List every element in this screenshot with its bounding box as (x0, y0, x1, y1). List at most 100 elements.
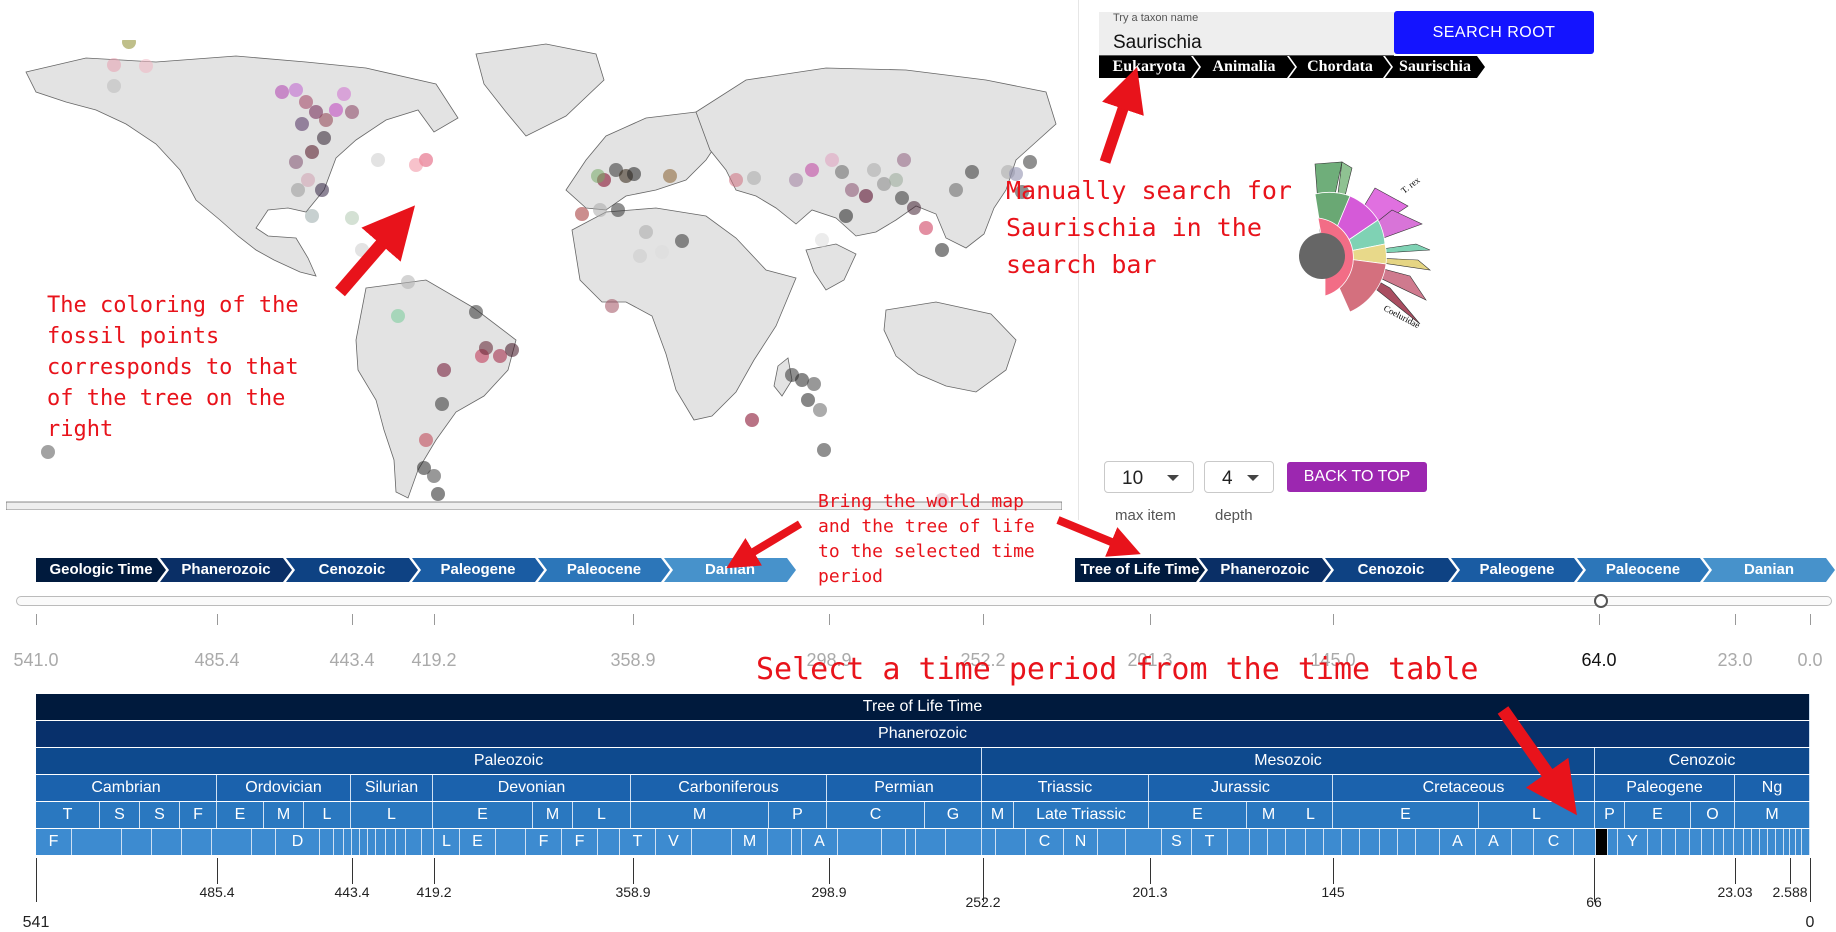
timescale-age-cell[interactable] (1648, 829, 1662, 855)
timescale-epoch-cell[interactable]: E (1149, 802, 1247, 828)
timescale-age-cell[interactable] (1790, 829, 1796, 855)
fossil-point[interactable] (401, 275, 415, 289)
timescale-age-cell[interactable] (1268, 829, 1286, 855)
timescale-age-cell[interactable] (1714, 829, 1724, 855)
timescale-age-cell[interactable] (946, 829, 982, 855)
time-slider-track[interactable] (16, 596, 1832, 606)
fossil-point[interactable] (139, 59, 153, 73)
timescale-age-cell[interactable] (768, 829, 792, 855)
timescale-epoch-cell[interactable]: E (433, 802, 533, 828)
timescale-age-cell[interactable] (1398, 829, 1416, 855)
timescale-period-cell[interactable]: Ng (1735, 775, 1810, 801)
fossil-point[interactable] (301, 173, 315, 187)
timescale-period-cell[interactable]: Silurian (351, 775, 433, 801)
timescale-era-cell[interactable]: Mesozoic (982, 748, 1595, 774)
timescale-epoch-cell[interactable]: G (925, 802, 982, 828)
timescale-epoch-cell[interactable]: Late Triassic (1014, 802, 1149, 828)
fossil-point[interactable] (627, 167, 641, 181)
timescale-age-cell[interactable] (1324, 829, 1342, 855)
timescale-age-cell[interactable] (406, 829, 422, 855)
timescale-epoch-cell[interactable]: E (1333, 802, 1479, 828)
fossil-point[interactable] (469, 305, 483, 319)
timescale-age-cell[interactable] (598, 829, 620, 855)
timescale-period-cell[interactable]: Cambrian (36, 775, 217, 801)
timescale-age-cell[interactable]: N (1064, 829, 1098, 855)
timescale-age-cell[interactable] (1760, 829, 1768, 855)
timescale-epoch-cell[interactable]: M (533, 802, 573, 828)
timescale-age-cell[interactable] (916, 829, 946, 855)
time-slider-thumb[interactable] (1594, 594, 1608, 608)
fossil-point[interactable] (505, 343, 519, 357)
fossil-point[interactable] (319, 113, 333, 127)
fossil-point[interactable] (867, 163, 881, 177)
fossil-point[interactable] (337, 87, 351, 101)
fossil-point[interactable] (593, 203, 607, 217)
timescale-period-cell[interactable]: Paleogene (1595, 775, 1735, 801)
timescale-epoch-cell[interactable]: L (351, 802, 433, 828)
timescale-age-cell[interactable] (212, 829, 252, 855)
fossil-point[interactable] (1023, 155, 1037, 169)
timescale-epoch-cell[interactable]: S (100, 802, 140, 828)
timescale-age-cell[interactable]: A (1476, 829, 1512, 855)
timescale-eon-cell[interactable]: Phanerozoic (36, 721, 1810, 747)
fossil-point[interactable] (493, 349, 507, 363)
timescale-period-cell[interactable]: Cretaceous (1333, 775, 1595, 801)
timescale-age-cell[interactable]: F (526, 829, 562, 855)
timescale-era-cell[interactable]: Paleozoic (36, 748, 982, 774)
timescale-age-cell[interactable] (996, 829, 1026, 855)
fossil-point[interactable] (729, 173, 743, 187)
fossil-point[interactable] (289, 83, 303, 97)
timescale-age-cell[interactable] (1126, 829, 1162, 855)
tol-crumb-paleocene[interactable]: Paleocene (1577, 558, 1709, 582)
fossil-point[interactable] (655, 245, 669, 259)
timescale-age-cell[interactable] (344, 829, 352, 855)
tol-crumb-tree-of-life-time[interactable]: Tree of Life Time (1075, 558, 1205, 582)
timescale-age-cell[interactable]: D (276, 829, 320, 855)
taxon-crumb-saurischia[interactable]: Saurischia (1385, 56, 1485, 78)
timescale-age-cell[interactable]: T (1192, 829, 1228, 855)
fossil-point[interactable] (291, 183, 305, 197)
timescale-epoch-cell[interactable]: L (1479, 802, 1595, 828)
timescale-age-cell[interactable]: A (802, 829, 838, 855)
back-to-top-button[interactable]: BACK TO TOP (1287, 462, 1427, 492)
fossil-point[interactable] (745, 413, 759, 427)
fossil-point[interactable] (675, 234, 689, 248)
timescale-age-cell[interactable]: F (562, 829, 598, 855)
fossil-point[interactable] (813, 403, 827, 417)
timescale-age-cell[interactable]: F (36, 829, 72, 855)
timescale-age-cell[interactable] (1768, 829, 1776, 855)
timescale-age-cell[interactable] (1228, 829, 1250, 855)
timescale-age-cell[interactable] (1676, 829, 1690, 855)
fossil-point[interactable] (391, 309, 405, 323)
fossil-point[interactable] (355, 243, 369, 257)
timescale-age-cell[interactable] (838, 829, 882, 855)
timescale-period-cell[interactable]: Devonian (433, 775, 631, 801)
timescale-age-cell[interactable] (1512, 829, 1534, 855)
fossil-point[interactable] (419, 433, 433, 447)
geo-crumb-geologic-time[interactable]: Geologic Time (36, 558, 166, 582)
timescale-epoch-cell[interactable]: O (1691, 802, 1735, 828)
timescale-period-cell[interactable]: Permian (827, 775, 982, 801)
timescale-age-cell[interactable] (352, 829, 360, 855)
fossil-point[interactable] (409, 158, 423, 172)
fossil-point[interactable] (839, 209, 853, 223)
max-item-select[interactable]: 10 (1104, 461, 1194, 493)
timescale-age-cell[interactable] (320, 829, 334, 855)
fossil-point[interactable] (107, 79, 121, 93)
timescale-age-cell[interactable]: A (1440, 829, 1476, 855)
fossil-point[interactable] (417, 461, 431, 475)
search-input-value[interactable]: Saurischia (1113, 32, 1202, 53)
fossil-point[interactable] (345, 211, 359, 225)
timescale-epoch-cell[interactable]: E (217, 802, 264, 828)
timescale-age-cell[interactable] (882, 829, 906, 855)
geo-crumb-phanerozoic[interactable]: Phanerozoic (160, 558, 292, 582)
timescale-age-cell[interactable]: C (1534, 829, 1574, 855)
fossil-point[interactable] (845, 183, 859, 197)
timescale-age-cell[interactable] (1380, 829, 1398, 855)
fossil-point[interactable] (801, 393, 815, 407)
timescale-age-cell[interactable] (1752, 829, 1760, 855)
timescale-epoch-cell[interactable]: S (140, 802, 180, 828)
fossil-point[interactable] (305, 209, 319, 223)
fossil-point[interactable] (295, 117, 309, 131)
geo-crumb-cenozoic[interactable]: Cenozoic (286, 558, 418, 582)
